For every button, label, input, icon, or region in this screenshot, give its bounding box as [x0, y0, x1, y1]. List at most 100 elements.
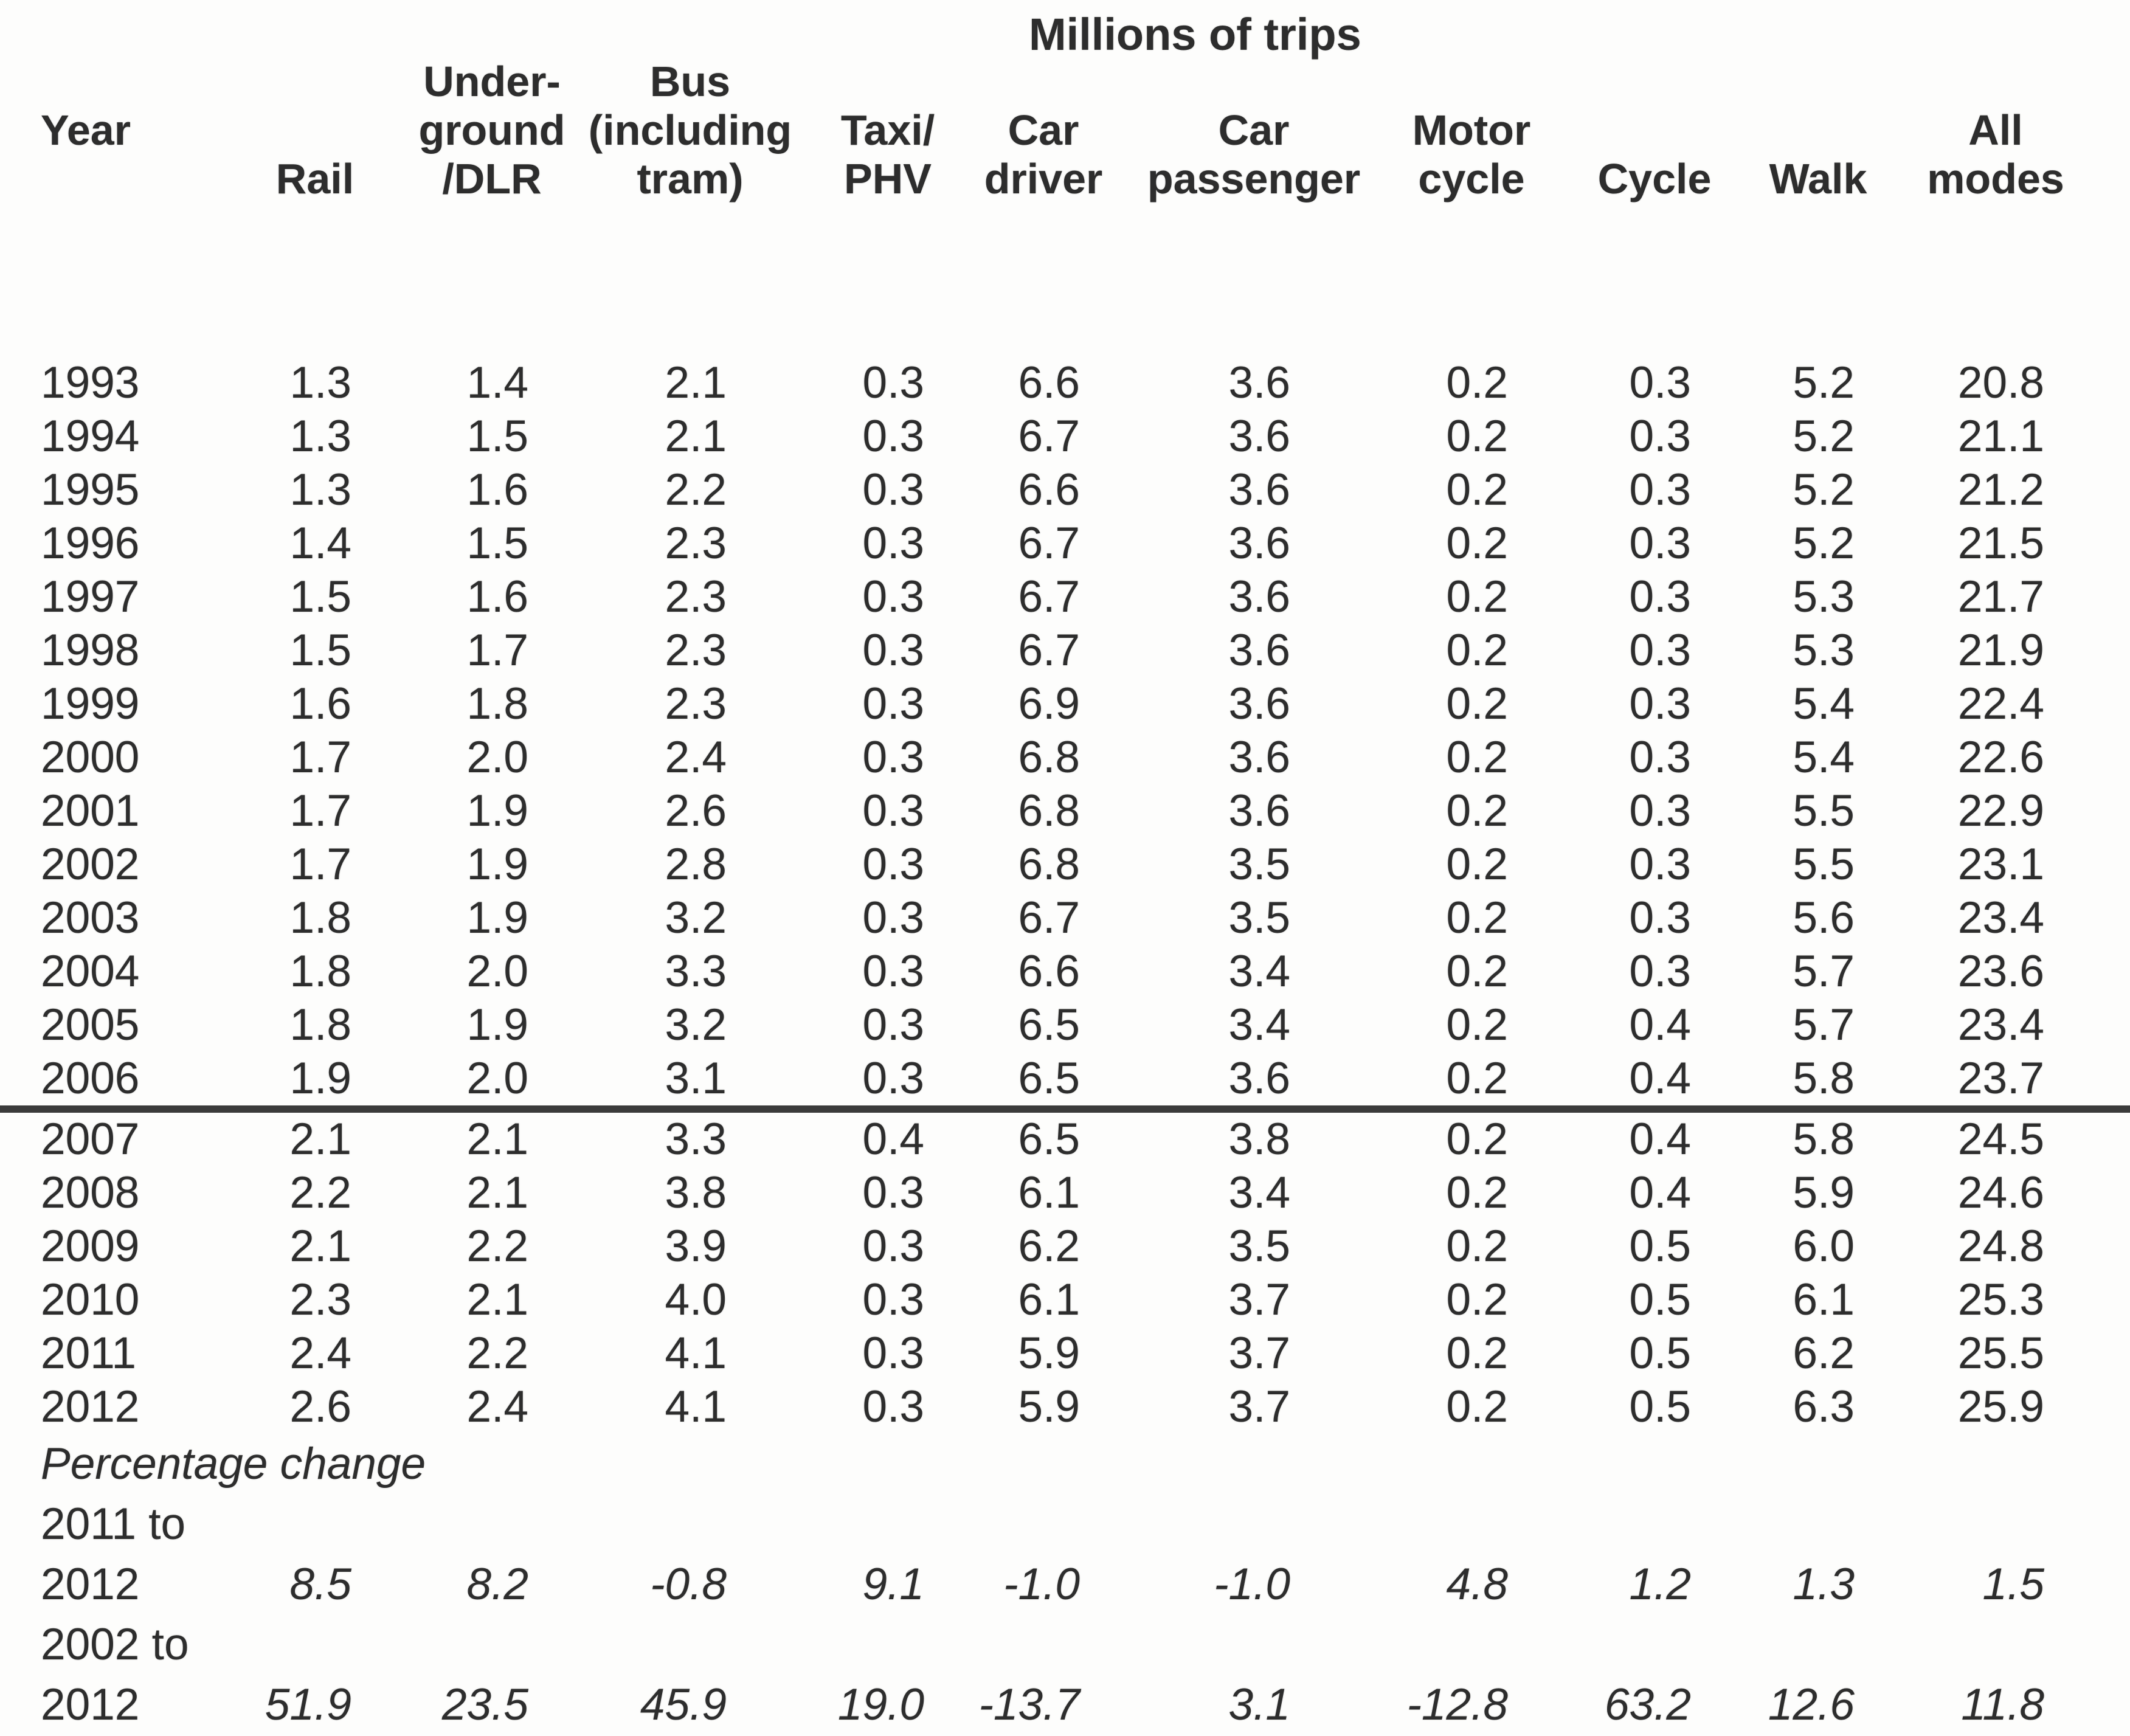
value-cell: 0.3: [862, 893, 924, 942]
column-header-year: Year: [0, 0, 152, 204]
spacer-row: [0, 204, 2130, 356]
value-cell: 3.3: [665, 947, 727, 996]
year-cell: 2003: [41, 893, 140, 942]
value-cell: 0.3: [862, 572, 924, 621]
table-row: 1999 1.6 1.8 2.3 0.3 6.9 3.6 0.2 0.3 5.4 22.4: [0, 677, 2130, 731]
filler-cell: [2044, 570, 2130, 624]
value-cell: 0.3: [862, 1054, 924, 1103]
value-cell: 0.2: [1446, 626, 1508, 675]
value-cell: 5.3: [1793, 572, 1855, 621]
header-filler-cell: [2044, 0, 2130, 204]
year-cell: 2010: [41, 1275, 140, 1324]
value-cell: 1.4: [289, 519, 351, 568]
column-header-lines: Taxi/PHV: [841, 106, 935, 203]
value-cell: 21.5: [1957, 519, 2044, 568]
year-cell: 2009: [41, 1222, 140, 1271]
value-cell: 0.2: [1446, 1168, 1508, 1217]
percentage-value-cell: 8.5: [289, 1560, 351, 1609]
column-header-line: driver: [984, 155, 1103, 202]
value-cell: 2.0: [466, 947, 528, 996]
column-header-line: ground: [418, 106, 565, 154]
value-cell: 3.7: [1228, 1329, 1290, 1378]
value-cell: 3.6: [1228, 412, 1290, 461]
filler-cell: [2044, 1675, 2130, 1735]
column-header-underground-dlr: Under-ground/DLR: [351, 0, 565, 204]
value-cell: 22.9: [1957, 786, 2044, 835]
column-header-line: (including: [588, 106, 792, 154]
column-header-line: Rail: [275, 155, 354, 202]
percentage-value-cell: 4.8: [1446, 1560, 1508, 1609]
value-cell: 25.5: [1957, 1329, 2044, 1378]
percentage-change-label-row: Percentage change: [0, 1434, 2130, 1494]
value-cell: 5.2: [1793, 519, 1855, 568]
value-cell: 1.3: [289, 358, 351, 407]
value-cell: 2.4: [289, 1329, 351, 1378]
value-cell: 3.6: [1228, 572, 1290, 621]
value-cell: 0.3: [862, 733, 924, 782]
column-header-line: Under-: [423, 58, 561, 105]
column-header-line: Year: [41, 106, 131, 154]
value-cell: 5.2: [1793, 358, 1855, 407]
value-cell: 0.2: [1446, 1275, 1508, 1324]
filler-cell: [2044, 1052, 2130, 1109]
value-cell: 3.4: [1228, 1168, 1290, 1217]
value-cell: 6.5: [1018, 1054, 1080, 1103]
table-row: 2001 1.7 1.9 2.6 0.3 6.8 3.6 0.2 0.3 5.5 22.9: [0, 784, 2130, 838]
value-cell: 22.6: [1957, 733, 2044, 782]
value-cell: 2.1: [665, 412, 727, 461]
column-header-lines: Cycle: [1598, 154, 1712, 203]
table-row: 1998 1.5 1.7 2.3 0.3 6.7 3.6 0.2 0.3 5.3 21.9: [0, 624, 2130, 677]
percentage-value-cell: -1.0: [1214, 1560, 1290, 1609]
value-cell: 0.4: [727, 1105, 924, 1166]
value-cell: 2.1: [466, 1168, 528, 1217]
value-cell: 0.2: [1290, 1105, 1508, 1166]
value-cell: 0.2: [1446, 1054, 1508, 1103]
value-cell: 2.4: [466, 1382, 528, 1431]
value-cell: 0.2: [1446, 412, 1508, 461]
value-cell: 6.7: [1018, 893, 1080, 942]
filler-cell: [2044, 356, 2130, 410]
value-cell: 1.8: [289, 893, 351, 942]
table-row: 1993 1.3 1.4 2.1 0.3 6.6 3.6 0.2 0.3 5.2 20.8: [0, 356, 2130, 410]
year-cell: 1996: [41, 519, 140, 568]
percentage-period-end: 2012: [41, 1560, 140, 1609]
value-cell: 0.3: [1629, 679, 1691, 728]
column-header-line: PHV: [844, 155, 932, 202]
value-cell: 0.5: [1629, 1275, 1691, 1324]
value-cell: 20.8: [1957, 358, 2044, 407]
year-cell: 1997: [41, 572, 140, 621]
value-cell: 0.3: [862, 626, 924, 675]
value-cell: 6.7: [1018, 572, 1080, 621]
value-cell: 2.8: [665, 840, 727, 889]
percentage-values-row: 2012 51.9 23.5 45.9 19.0 -13.7 3.1 -12.8 63.2 12.…: [0, 1675, 2130, 1735]
value-cell: 0.2: [1446, 1222, 1508, 1271]
value-cell: 0.3: [1629, 786, 1691, 835]
value-cell: 6.1: [1793, 1275, 1855, 1324]
percentage-value-cell: 45.9: [640, 1680, 727, 1729]
value-cell: 5.3: [1793, 626, 1855, 675]
table-row: 2008 2.2 2.1 3.8 0.3 6.1 3.4 0.2 0.4 5.9 24.6: [0, 1166, 2130, 1220]
percentage-value-cell: 19.0: [837, 1680, 924, 1729]
value-cell: 0.3: [1629, 840, 1691, 889]
column-header-all-modes: All modes: [1855, 0, 2064, 204]
filler-cell: [2044, 1220, 2130, 1273]
table-row: 1997 1.5 1.6 2.3 0.3 6.7 3.6 0.2 0.3 5.3 21.7: [0, 570, 2130, 624]
column-header-lines: All modes: [1927, 106, 2064, 203]
percentage-value-cell: 1.5: [1982, 1560, 2044, 1609]
filler-cell: [2044, 463, 2130, 517]
value-cell: 3.3: [528, 1105, 727, 1166]
value-cell: 3.7: [1228, 1382, 1290, 1431]
filler-cell: [2044, 998, 2130, 1052]
value-cell: 6.8: [1018, 786, 1080, 835]
value-cell: 1.7: [289, 786, 351, 835]
value-cell: 0.3: [862, 1382, 924, 1431]
value-cell: 1.9: [466, 893, 528, 942]
year-cell: 2005: [41, 1000, 140, 1050]
year-cell: 1999: [41, 679, 140, 728]
value-cell: 0.3: [1629, 626, 1691, 675]
value-cell: 6.7: [1018, 519, 1080, 568]
value-cell: 5.9: [1018, 1329, 1080, 1378]
filler-cell: [2044, 517, 2130, 570]
value-cell: 2.0: [466, 733, 528, 782]
value-cell: 6.7: [1018, 626, 1080, 675]
